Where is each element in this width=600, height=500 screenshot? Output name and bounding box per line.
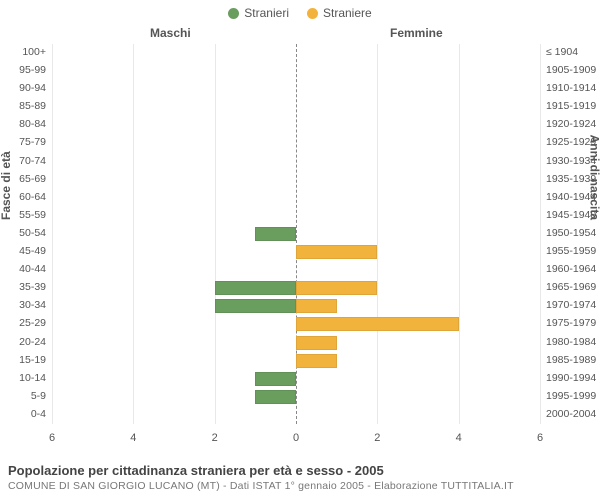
pyramid-chart: 6 4 2 0 2 4 6 100+≤ 190495-991905-190990-941910… [52,44,540,444]
legend-label-male: Stranieri [244,6,289,20]
x-tick: 4 [130,432,136,444]
age-label: 60-64 [0,191,46,203]
bar-female [296,317,459,331]
age-label: 100+ [0,46,46,58]
age-label: 50-54 [0,227,46,239]
chart-row: 0-42000-2004 [52,406,540,424]
chart-row: 10-141990-1994 [52,370,540,388]
chart-row: 40-441960-1964 [52,261,540,279]
age-label: 80-84 [0,118,46,130]
chart-row: 15-191985-1989 [52,352,540,370]
legend: Stranieri Straniere [0,0,600,20]
x-tick: 6 [49,432,55,444]
birth-label: 1975-1979 [546,317,600,329]
title-male: Maschi [150,26,191,40]
chart-row: 20-241980-1984 [52,334,540,352]
chart-row: 100+≤ 1904 [52,44,540,62]
age-label: 30-34 [0,299,46,311]
age-label: 65-69 [0,173,46,185]
chart-row: 35-391965-1969 [52,279,540,297]
age-label: 90-94 [0,82,46,94]
chart-row: 70-741930-1934 [52,153,540,171]
legend-swatch-male [228,8,239,19]
birth-label: 1930-1934 [546,155,600,167]
birth-label: 2000-2004 [546,408,600,420]
birth-label: ≤ 1904 [546,46,600,58]
age-label: 25-29 [0,317,46,329]
bar-male [215,299,296,313]
birth-label: 1995-1999 [546,390,600,402]
age-label: 15-19 [0,354,46,366]
chart-footer: Popolazione per cittadinanza straniera p… [8,463,514,492]
age-label: 95-99 [0,64,46,76]
chart-row: 25-291975-1979 [52,315,540,333]
bar-female [296,299,337,313]
age-label: 45-49 [0,245,46,257]
chart-row: 50-541950-1954 [52,225,540,243]
birth-label: 1950-1954 [546,227,600,239]
birth-label: 1960-1964 [546,263,600,275]
legend-item-male: Stranieri [228,6,289,20]
legend-item-female: Straniere [307,6,372,20]
birth-label: 1970-1974 [546,299,600,311]
x-tick: 4 [456,432,462,444]
bar-female [296,336,337,350]
title-female: Femmine [390,26,443,40]
birth-label: 1910-1914 [546,82,600,94]
age-label: 0-4 [0,408,46,420]
x-tick: 0 [293,432,299,444]
chart-row: 85-891915-1919 [52,98,540,116]
bar-male [215,281,296,295]
chart-row: 55-591945-1949 [52,207,540,225]
age-label: 20-24 [0,336,46,348]
chart-row: 5-91995-1999 [52,388,540,406]
birth-label: 1920-1924 [546,118,600,130]
age-label: 35-39 [0,281,46,293]
age-label: 5-9 [0,390,46,402]
birth-label: 1940-1944 [546,191,600,203]
age-label: 40-44 [0,263,46,275]
birth-label: 1905-1909 [546,64,600,76]
chart-row: 75-791925-1929 [52,134,540,152]
age-label: 55-59 [0,209,46,221]
age-label: 85-89 [0,100,46,112]
birth-label: 1985-1989 [546,354,600,366]
birth-label: 1945-1949 [546,209,600,221]
legend-label-female: Straniere [323,6,372,20]
x-tick: 2 [212,432,218,444]
chart-row: 80-841920-1924 [52,116,540,134]
chart-row: 45-491955-1959 [52,243,540,261]
bar-female [296,354,337,368]
birth-label: 1915-1919 [546,100,600,112]
legend-swatch-female [307,8,318,19]
chart-row: 60-641940-1944 [52,189,540,207]
birth-label: 1965-1969 [546,281,600,293]
grid-line [540,44,541,424]
bar-male [255,390,296,404]
bar-female [296,281,377,295]
x-tick: 2 [374,432,380,444]
x-tick: 6 [537,432,543,444]
birth-label: 1935-1939 [546,173,600,185]
birth-label: 1990-1994 [546,372,600,384]
bar-male [255,227,296,241]
age-label: 10-14 [0,372,46,384]
bar-female [296,245,377,259]
chart-row: 65-691935-1939 [52,171,540,189]
footer-title: Popolazione per cittadinanza straniera p… [8,463,514,478]
bar-male [255,372,296,386]
chart-row: 90-941910-1914 [52,80,540,98]
chart-row: 30-341970-1974 [52,297,540,315]
birth-label: 1955-1959 [546,245,600,257]
chart-row: 95-991905-1909 [52,62,540,80]
birth-label: 1925-1929 [546,136,600,148]
footer-subtitle: COMUNE DI SAN GIORGIO LUCANO (MT) - Dati… [8,480,514,492]
age-label: 70-74 [0,155,46,167]
birth-label: 1980-1984 [546,336,600,348]
age-label: 75-79 [0,136,46,148]
